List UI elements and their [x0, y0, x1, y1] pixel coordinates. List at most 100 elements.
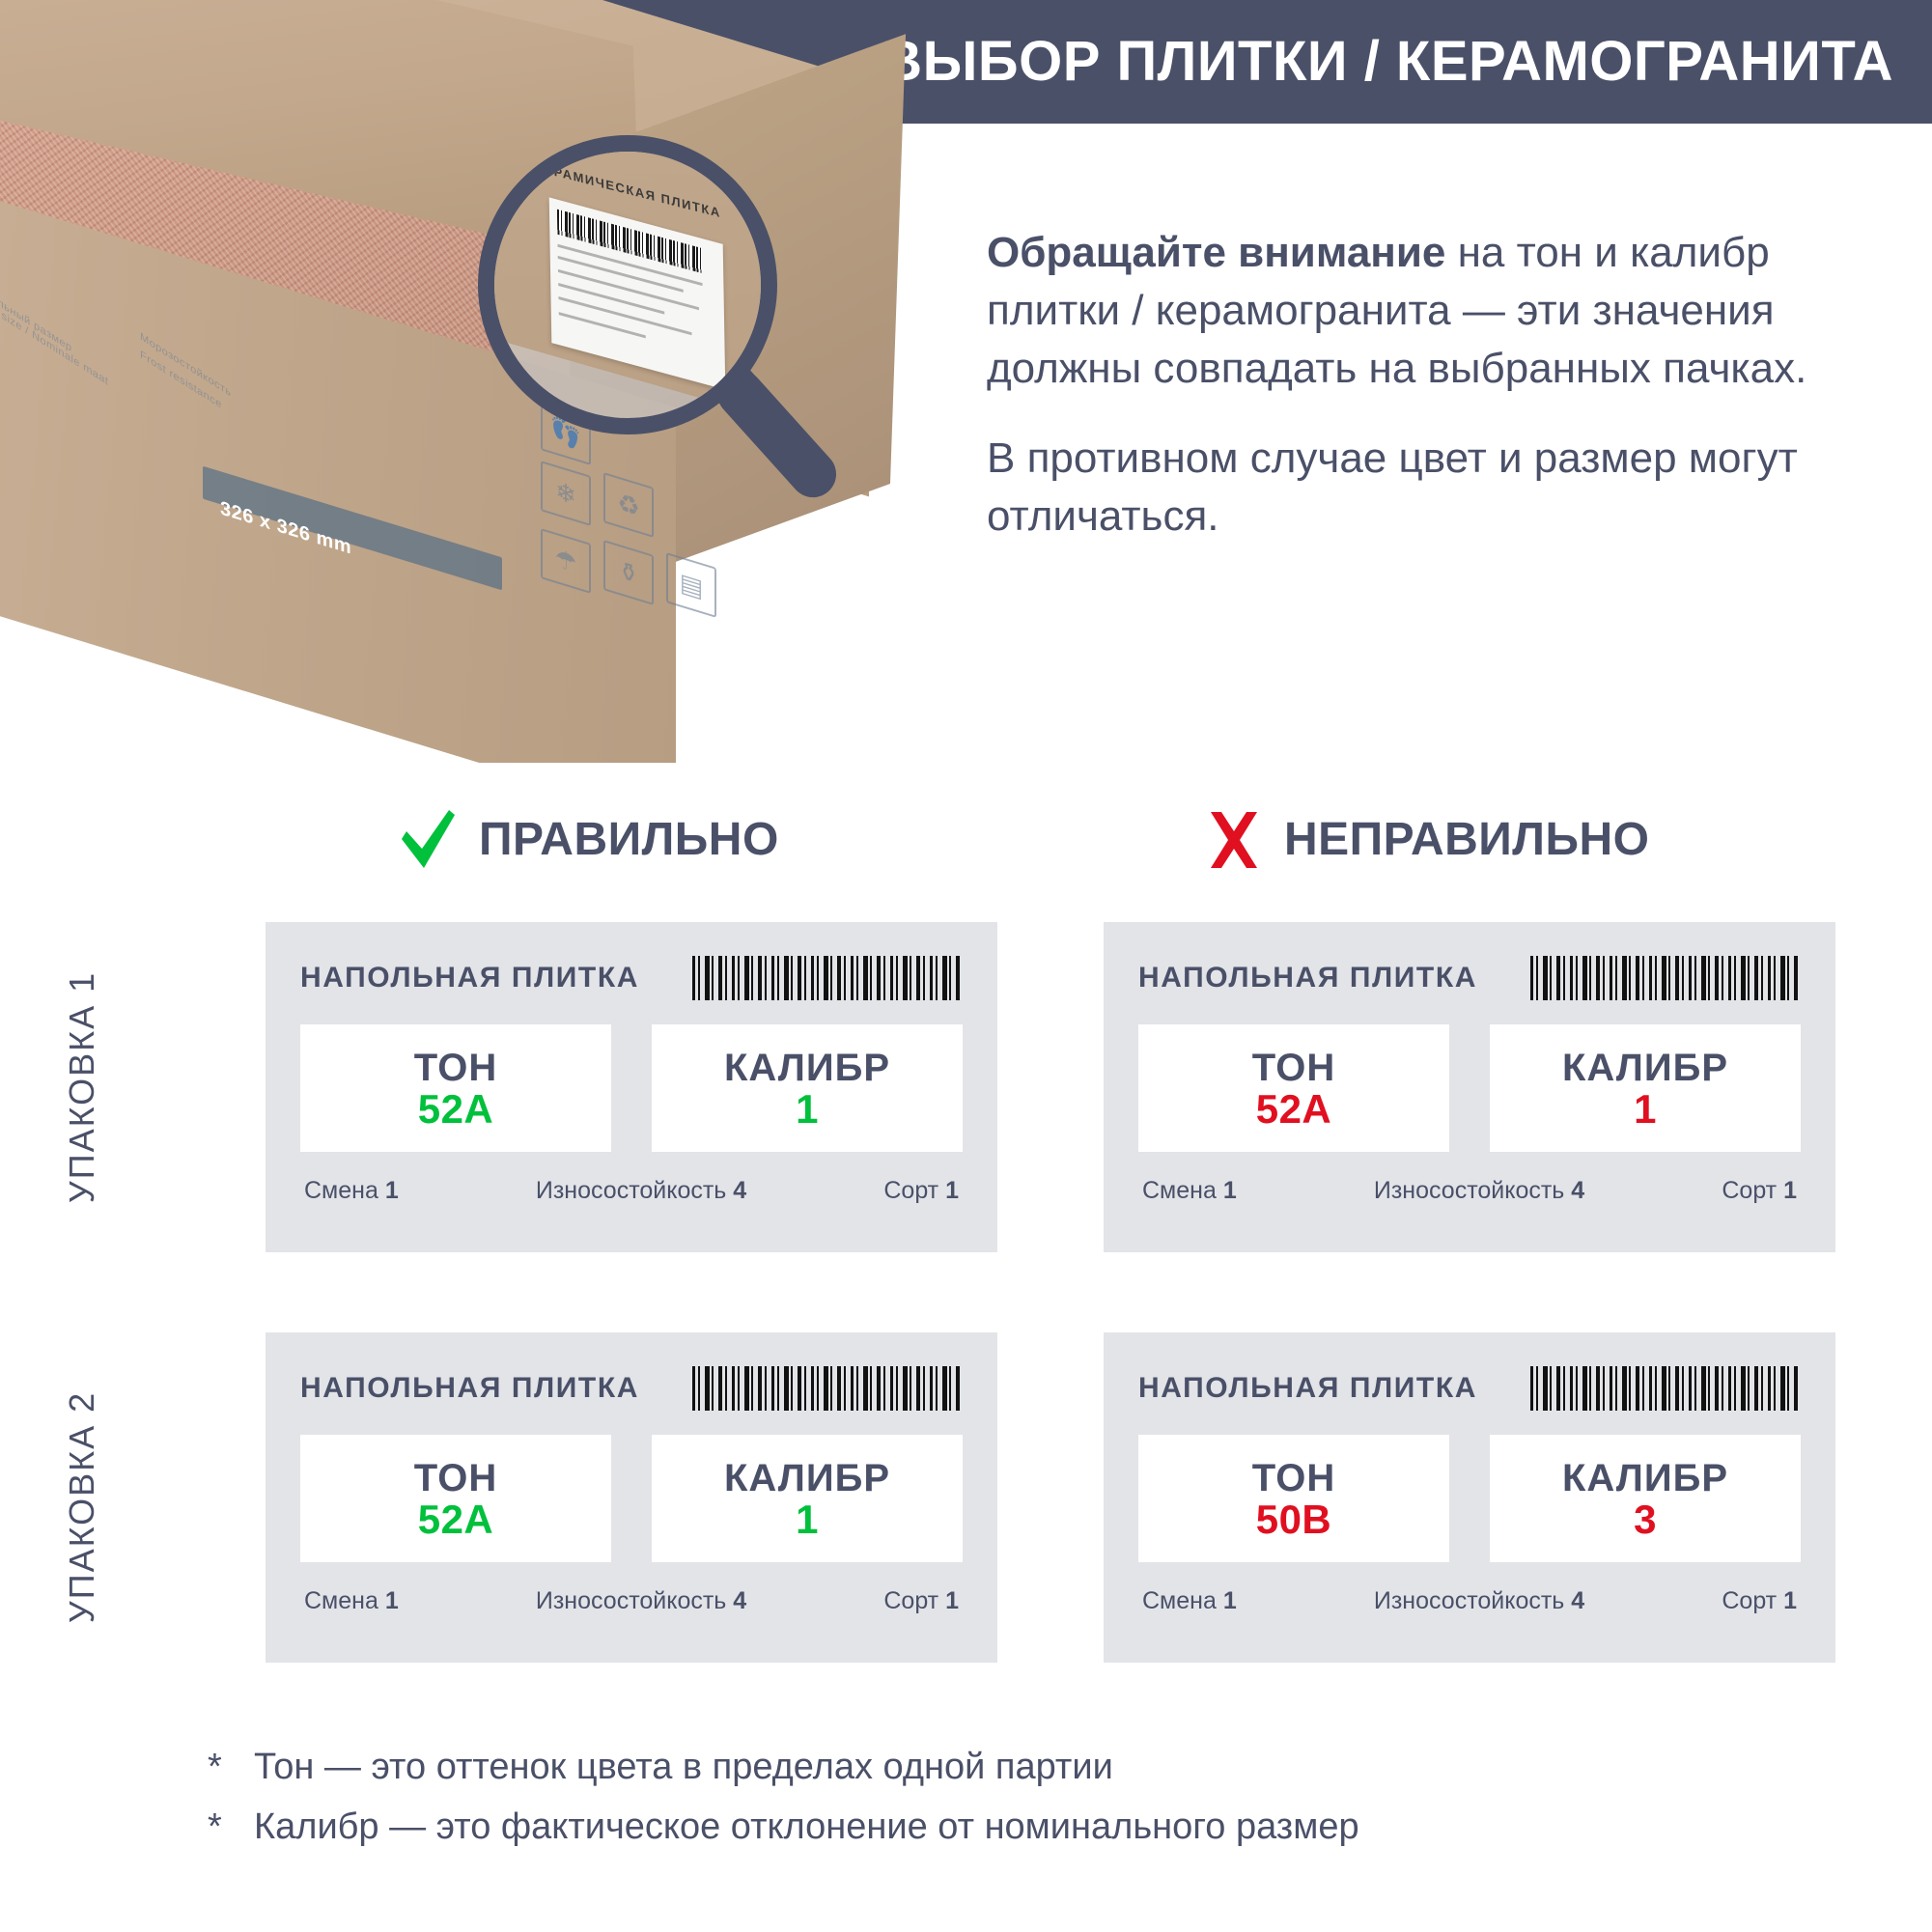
caliber-value: 3: [1634, 1496, 1657, 1542]
shift-value: 1: [384, 1587, 399, 1614]
wear-info: Износостойкость 4: [536, 1177, 746, 1205]
card-fields: ТОН 52A КАЛИБР 1: [300, 1024, 963, 1152]
footnote-star: *: [208, 1806, 222, 1847]
grade-info: Сорт 1: [883, 1177, 959, 1205]
shift-label: Смена: [304, 1587, 378, 1614]
card-footer: Смена 1 Износостойкость 4 Сорт 1: [300, 1177, 963, 1205]
caliber-label: КАЛИБР: [1561, 1456, 1729, 1499]
barcode-icon: [692, 956, 963, 1000]
grade-value: 1: [945, 1587, 959, 1614]
intro-paragraph-1-rest: на тон и калибр плитки / керамогранита —…: [987, 229, 1807, 392]
grade-label: Сорт: [883, 1587, 939, 1614]
package-label-1: УПАКОВКА 1: [62, 970, 101, 1204]
intro-text-block: Обращайте внимание на тон и калибр плитк…: [987, 224, 1894, 546]
wear-label: Износостойкость: [535, 1177, 727, 1204]
wear-label: Износостойкость: [1373, 1177, 1565, 1204]
caliber-value: 1: [796, 1085, 819, 1132]
verdict-headers: ПРАВИЛЬНО НЕПРАВИЛЬНО: [0, 790, 1932, 890]
page-title: ВЫБОР ПЛИТКИ / КЕРАМОГРАНИТА: [882, 30, 1893, 93]
card-footer: Смена 1 Износостойкость 4 Сорт 1: [300, 1587, 963, 1615]
shift-label: Смена: [1142, 1177, 1217, 1204]
caliber-value: 1: [796, 1496, 819, 1542]
shift-label: Смена: [304, 1177, 378, 1204]
grade-info: Сорт 1: [1722, 1587, 1797, 1615]
tone-value: 52A: [417, 1085, 494, 1132]
grade-info: Сорт 1: [1722, 1177, 1797, 1205]
shift-value: 1: [1222, 1587, 1237, 1614]
caliber-field: КАЛИБР 1: [652, 1435, 963, 1562]
tone-field: ТОН 50B: [1138, 1435, 1449, 1562]
wear-label: Износостойкость: [1373, 1587, 1565, 1614]
wear-value: 4: [1571, 1177, 1585, 1204]
card-footer: Смена 1 Износостойкость 4 Сорт 1: [1138, 1587, 1801, 1615]
footnote-caliber: * Калибр — это фактическое отклонение от…: [208, 1798, 1849, 1858]
label-card-wrong-package-2: НАПОЛЬНАЯ ПЛИТКА ТОН 50B КАЛИБР 3 Смена …: [1104, 1332, 1835, 1663]
caliber-label: КАЛИБР: [723, 1046, 891, 1089]
footnote-tone: * Тон — это оттенок цвета в пределах одн…: [208, 1738, 1849, 1798]
grade-value: 1: [1783, 1587, 1797, 1614]
barcode-icon: [1530, 1366, 1801, 1411]
tone-field: ТОН 52A: [300, 1435, 611, 1562]
caliber-field: КАЛИБР 1: [652, 1024, 963, 1152]
tone-value: 50B: [1255, 1496, 1332, 1542]
tone-value: 52A: [417, 1496, 494, 1542]
caliber-value: 1: [1634, 1085, 1657, 1132]
wear-info: Износостойкость 4: [536, 1587, 746, 1615]
label-card-correct-package-1: НАПОЛЬНАЯ ПЛИТКА ТОН 52A КАЛИБР 1 Смена …: [266, 922, 997, 1252]
shift-info: Смена 1: [304, 1177, 399, 1205]
tone-field: ТОН 52A: [1138, 1024, 1449, 1152]
caliber-label: КАЛИБР: [723, 1456, 891, 1499]
card-fields: ТОН 50B КАЛИБР 3: [1138, 1435, 1801, 1562]
shift-info: Смена 1: [1142, 1587, 1237, 1615]
card-header: НАПОЛЬНАЯ ПЛИТКА: [1138, 955, 1801, 1001]
grade-info: Сорт 1: [883, 1587, 959, 1615]
card-header: НАПОЛЬНАЯ ПЛИТКА: [300, 1365, 963, 1412]
verdict-wrong: НЕПРАВИЛЬНО: [1205, 790, 1649, 890]
sticker-text-line: [558, 282, 665, 315]
card-fields: ТОН 52A КАЛИБР 1: [300, 1435, 963, 1562]
card-title: НАПОЛЬНАЯ ПЛИТКА: [300, 962, 640, 994]
wear-info: Износостойкость 4: [1374, 1177, 1584, 1205]
card-title: НАПОЛЬНАЯ ПЛИТКА: [1138, 962, 1478, 994]
tone-label: ТОН: [1251, 1456, 1336, 1499]
intro-bold-lead: Обращайте внимание: [987, 229, 1446, 276]
check-icon: [402, 810, 455, 868]
shift-value: 1: [384, 1177, 399, 1204]
grade-label: Сорт: [1722, 1587, 1778, 1614]
wear-value: 4: [733, 1587, 747, 1614]
shift-info: Смена 1: [304, 1587, 399, 1615]
shift-label: Смена: [1142, 1587, 1217, 1614]
card-fields: ТОН 52A КАЛИБР 1: [1138, 1024, 1801, 1152]
tone-label: ТОН: [413, 1456, 498, 1499]
package-label-2: УПАКОВКА 2: [62, 1390, 101, 1624]
wear-label: Износостойкость: [535, 1587, 727, 1614]
intro-paragraph-2: В противном случае цвет и размер могут о…: [987, 434, 1798, 541]
tone-field: ТОН 52A: [300, 1024, 611, 1152]
caliber-field: КАЛИБР 3: [1490, 1435, 1801, 1562]
barcode-icon: [692, 1366, 963, 1411]
footnote-tone-text: Тон — это оттенок цвета в пределах одной…: [254, 1747, 1113, 1787]
card-title: НАПОЛЬНАЯ ПЛИТКА: [1138, 1372, 1478, 1404]
footnotes: * Тон — это оттенок цвета в пределах одн…: [208, 1738, 1849, 1857]
caliber-label: КАЛИБР: [1561, 1046, 1729, 1089]
grade-value: 1: [945, 1177, 959, 1204]
card-title: НАПОЛЬНАЯ ПЛИТКА: [300, 1372, 640, 1404]
card-header: НАПОЛЬНАЯ ПЛИТКА: [300, 955, 963, 1001]
wear-value: 4: [1571, 1587, 1585, 1614]
grade-label: Сорт: [883, 1177, 939, 1204]
verdict-wrong-label: НЕПРАВИЛЬНО: [1284, 814, 1650, 865]
tile-box-photo: Номинальный размер Nominal size / Nomina…: [0, 0, 927, 763]
caliber-field: КАЛИБР 1: [1490, 1024, 1801, 1152]
verdict-correct: ПРАВИЛЬНО: [398, 790, 779, 890]
verdict-correct-label: ПРАВИЛЬНО: [479, 814, 779, 865]
wear-value: 4: [733, 1177, 747, 1204]
tone-label: ТОН: [413, 1046, 498, 1089]
grade-label: Сорт: [1722, 1177, 1778, 1204]
card-header: НАПОЛЬНАЯ ПЛИТКА: [1138, 1365, 1801, 1412]
barcode-icon: [1530, 956, 1801, 1000]
footnote-star: *: [208, 1747, 222, 1787]
magnifier-icon: КЕРАМИЧЕСКАЯ ПЛИТКА: [478, 135, 846, 507]
tone-value: 52A: [1255, 1085, 1332, 1132]
intro-paragraph-1: Обращайте внимание на тон и калибр плитк…: [987, 224, 1894, 397]
